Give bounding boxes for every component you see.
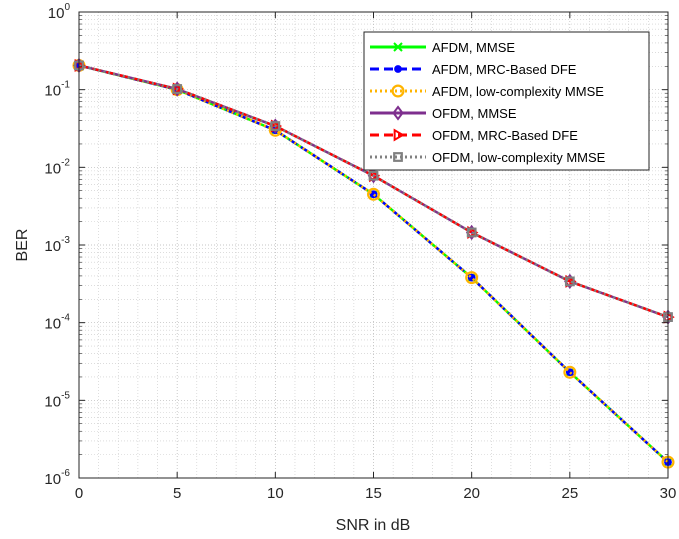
y-axis-label: BER	[14, 229, 31, 262]
marker-cross	[393, 42, 403, 52]
x-tick-label: 0	[75, 485, 83, 502]
legend-label: OFDM, MMSE	[432, 106, 517, 121]
legend-item: AFDM, MMSE	[370, 40, 515, 55]
y-tick-label: 10-5	[44, 390, 70, 410]
y-tick-label: 10-2	[44, 157, 70, 177]
marker-open-circle	[563, 365, 577, 379]
legend-label: AFDM, low-complexity MMSE	[432, 84, 604, 99]
legend-item: OFDM, low-complexity MMSE	[370, 150, 606, 165]
marker-triangle-right	[393, 128, 405, 142]
legend-item: OFDM, MMSE	[370, 105, 517, 121]
series-line-6	[78, 64, 669, 319]
x-tick-labels: 0 5 10 15 20 25 30	[75, 485, 677, 502]
x-tick-label: 5	[173, 485, 181, 502]
marker-open-circle	[465, 271, 479, 285]
x-tick-label: 30	[660, 485, 677, 502]
y-tick-labels: 10-6 10-5 10-4 10-3 10-2 10-1 100	[44, 2, 70, 488]
y-tick-label: 10-1	[44, 80, 70, 100]
marker-square	[564, 276, 575, 287]
marker-open-circle	[367, 187, 381, 201]
marker-cross-stroke	[393, 42, 403, 52]
marker-filled-circle	[565, 368, 574, 377]
legend: AFDM, MMSE AFDM, MRC-Based DFE AFDM, low-c…	[363, 31, 650, 171]
y-tick-label: 100	[48, 2, 71, 22]
legend-box	[363, 31, 650, 171]
x-tick-label: 10	[267, 485, 284, 502]
marker-filled-circle	[394, 65, 402, 73]
marker-square	[466, 227, 477, 238]
legend-label: AFDM, MMSE	[432, 40, 515, 55]
marker-open-circle	[391, 84, 405, 98]
axis-ticks	[78, 11, 669, 479]
legend-item: AFDM, low-complexity MMSE	[370, 84, 604, 99]
y-tick-label: 10-4	[44, 313, 70, 333]
legend-item: OFDM, MRC-Based DFE	[370, 128, 578, 143]
marker-square	[172, 84, 183, 94]
legend-label: OFDM, MRC-Based DFE	[432, 128, 578, 143]
x-axis-label: SNR in dB	[336, 517, 411, 534]
y-tick-label: 10-3	[44, 235, 70, 255]
marker-square	[368, 170, 379, 181]
marker-square	[393, 152, 403, 162]
x-tick-label: 20	[463, 485, 480, 502]
legend-item: AFDM, MRC-Based DFE	[370, 62, 577, 77]
marker-square	[270, 121, 281, 131]
y-tick-label: 10-6	[44, 468, 70, 488]
legend-label: AFDM, MRC-Based DFE	[432, 62, 577, 77]
x-tick-label: 15	[365, 485, 382, 502]
legend-label: OFDM, low-complexity MMSE	[432, 150, 606, 165]
x-tick-label: 25	[561, 485, 578, 502]
marker-diamond	[392, 105, 404, 121]
